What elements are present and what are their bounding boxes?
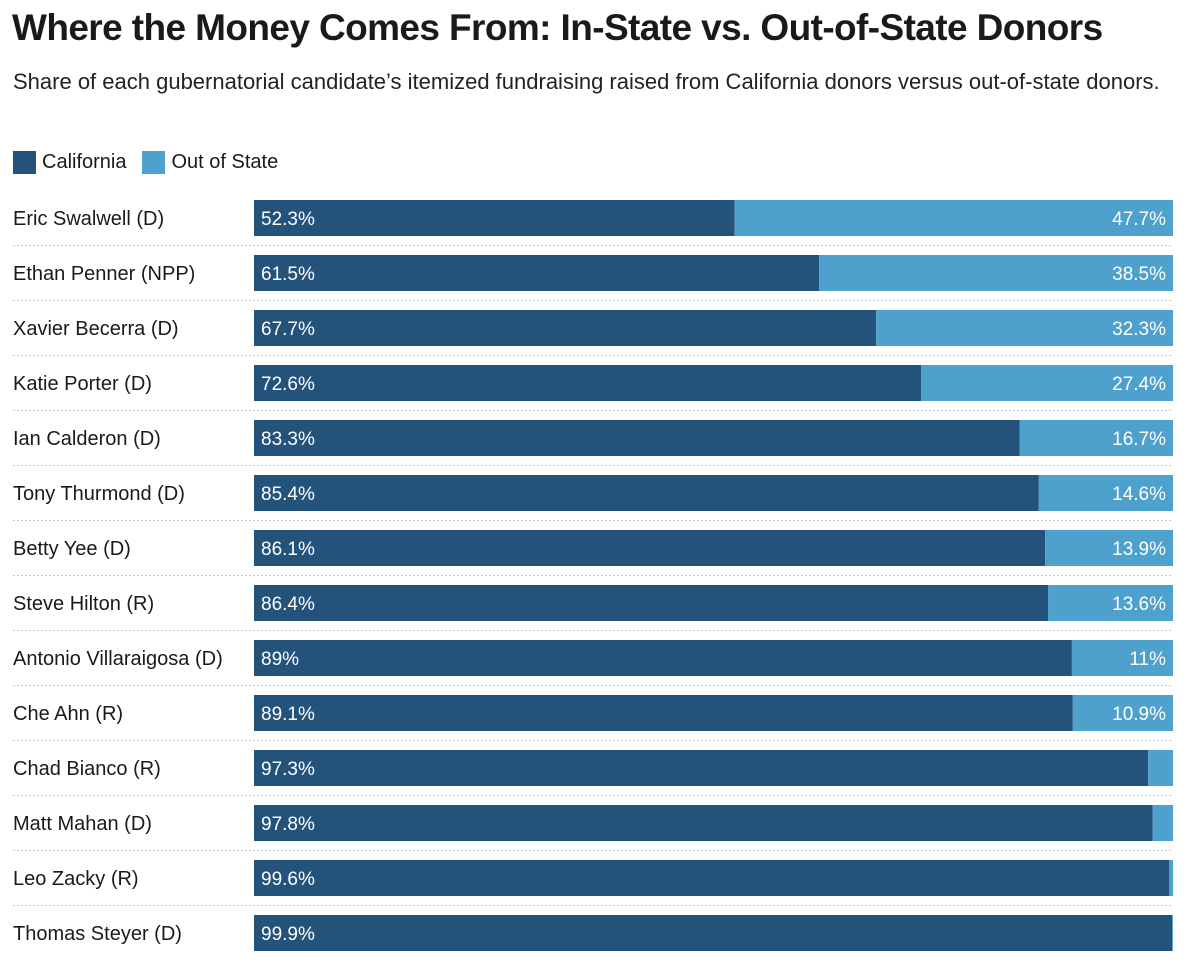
bar-out-of-state-steve-hilton-r: [1048, 585, 1173, 621]
bar-out-of-state-katie-porter-d: [921, 365, 1173, 401]
bar-out-of-state-chad-bianco-r: [1148, 750, 1173, 786]
value-label-california-betty-yee-d: 86.1%: [261, 539, 315, 560]
bar-california-chad-bianco-r: [254, 750, 1149, 786]
bar-california-antonio-villaraigosa-d: [254, 640, 1072, 676]
value-label-california-xavier-becerra-d: 67.7%: [261, 319, 315, 340]
candidate-label-matt-mahan-d: Matt Mahan (D): [13, 813, 152, 835]
value-label-out-of-state-katie-porter-d: 27.4%: [1112, 374, 1166, 395]
bar-california-betty-yee-d: [254, 530, 1046, 566]
legend-label-out-of-state: Out of State: [171, 151, 279, 173]
bar-out-of-state-betty-yee-d: [1045, 530, 1173, 566]
value-label-california-steve-hilton-r: 86.4%: [261, 594, 315, 615]
candidate-label-eric-swalwell-d: Eric Swalwell (D): [13, 208, 164, 230]
candidate-label-steve-hilton-r: Steve Hilton (R): [13, 593, 154, 615]
candidate-label-betty-yee-d: Betty Yee (D): [13, 538, 131, 560]
value-label-out-of-state-eric-swalwell-d: 47.7%: [1112, 209, 1166, 230]
bar-out-of-state-leo-zacky-r: [1169, 860, 1173, 896]
bar-california-che-ahn-r: [254, 695, 1073, 731]
bar-california-tony-thurmond-d: [254, 475, 1039, 511]
bar-out-of-state-thomas-steyer-d: [1172, 915, 1173, 951]
candidate-label-antonio-villaraigosa-d: Antonio Villaraigosa (D): [13, 648, 223, 670]
bar-california-ian-calderon-d: [254, 420, 1020, 456]
candidate-label-ethan-penner-npp: Ethan Penner (NPP): [13, 263, 195, 285]
legend-item-out-of-state: Out of State: [142, 151, 278, 174]
value-label-out-of-state-betty-yee-d: 13.9%: [1112, 539, 1166, 560]
value-label-california-thomas-steyer-d: 99.9%: [261, 924, 315, 945]
value-label-california-tony-thurmond-d: 85.4%: [261, 484, 315, 505]
bar-out-of-state-ethan-penner-npp: [819, 255, 1173, 291]
value-label-california-ethan-penner-npp: 61.5%: [261, 264, 315, 285]
value-label-california-matt-mahan-d: 97.8%: [261, 814, 315, 835]
chart-subtitle: Share of each gubernatorial candidate’s …: [13, 69, 1160, 94]
candidate-label-ian-calderon-d: Ian Calderon (D): [13, 428, 161, 450]
bar-out-of-state-che-ahn-r: [1072, 695, 1173, 731]
candidate-label-che-ahn-r: Che Ahn (R): [13, 703, 123, 725]
bar-out-of-state-ian-calderon-d: [1019, 420, 1173, 456]
value-label-california-leo-zacky-r: 99.6%: [261, 869, 315, 890]
bar-out-of-state-matt-mahan-d: [1152, 805, 1173, 841]
bar-california-katie-porter-d: [254, 365, 922, 401]
candidate-label-chad-bianco-r: Chad Bianco (R): [13, 758, 161, 780]
legend-label-california: California: [42, 151, 127, 173]
candidate-label-leo-zacky-r: Leo Zacky (R): [13, 868, 139, 890]
bar-out-of-state-antonio-villaraigosa-d: [1071, 640, 1173, 676]
bar-california-eric-swalwell-d: [254, 200, 735, 236]
value-label-out-of-state-antonio-villaraigosa-d: 11%: [1129, 649, 1166, 670]
candidate-label-thomas-steyer-d: Thomas Steyer (D): [13, 923, 182, 945]
candidate-label-katie-porter-d: Katie Porter (D): [13, 373, 152, 395]
bar-out-of-state-tony-thurmond-d: [1038, 475, 1173, 511]
value-label-out-of-state-xavier-becerra-d: 32.3%: [1112, 319, 1166, 340]
chart-title: Where the Money Comes From: In-State vs.…: [12, 7, 1103, 48]
value-label-california-eric-swalwell-d: 52.3%: [261, 209, 315, 230]
value-label-out-of-state-ethan-penner-npp: 38.5%: [1112, 264, 1166, 285]
legend-item-california: California: [13, 151, 126, 174]
candidate-label-xavier-becerra-d: Xavier Becerra (D): [13, 318, 179, 340]
value-label-california-che-ahn-r: 89.1%: [261, 704, 315, 725]
bar-california-thomas-steyer-d: [254, 915, 1173, 951]
legend-swatch-california: [13, 151, 36, 174]
value-label-california-ian-calderon-d: 83.3%: [261, 429, 315, 450]
bar-california-xavier-becerra-d: [254, 310, 877, 346]
value-label-out-of-state-steve-hilton-r: 13.6%: [1112, 594, 1166, 615]
value-label-out-of-state-ian-calderon-d: 16.7%: [1112, 429, 1166, 450]
candidate-label-tony-thurmond-d: Tony Thurmond (D): [13, 483, 185, 505]
legend-swatch-out-of-state: [142, 151, 166, 174]
bar-out-of-state-eric-swalwell-d: [734, 200, 1173, 236]
value-label-california-katie-porter-d: 72.6%: [261, 374, 315, 395]
bar-california-steve-hilton-r: [254, 585, 1049, 621]
value-label-california-antonio-villaraigosa-d: 89%: [261, 649, 299, 670]
value-label-out-of-state-che-ahn-r: 10.9%: [1112, 704, 1166, 725]
value-label-out-of-state-tony-thurmond-d: 14.6%: [1112, 484, 1166, 505]
value-label-california-chad-bianco-r: 97.3%: [261, 759, 315, 780]
legend: California Out of State: [13, 151, 294, 174]
bar-out-of-state-xavier-becerra-d: [876, 310, 1173, 346]
bar-california-matt-mahan-d: [254, 805, 1153, 841]
bar-california-ethan-penner-npp: [254, 255, 820, 291]
bar-california-leo-zacky-r: [254, 860, 1170, 896]
